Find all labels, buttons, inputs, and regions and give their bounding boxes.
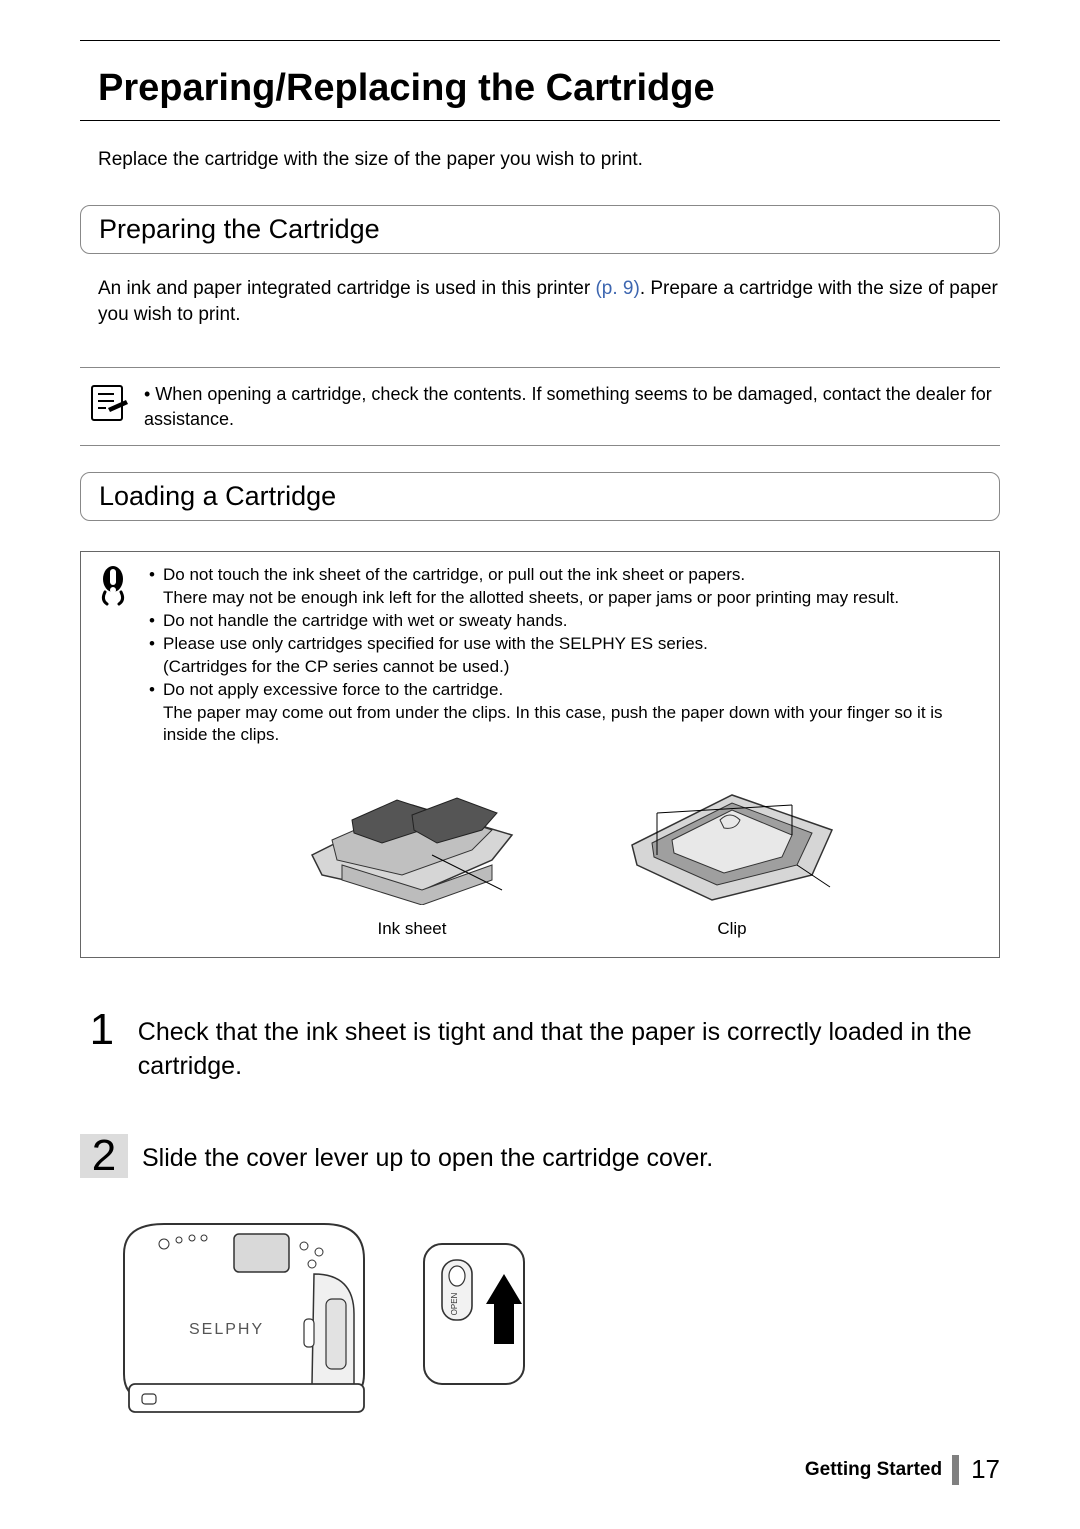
- caution-item: Do not handle the cartridge with wet or …: [149, 610, 985, 633]
- caution-icon: [95, 566, 131, 606]
- step-1: 1 Check that the ink sheet is tight and …: [80, 1008, 1000, 1084]
- caution-sub: There may not be enough ink left for the…: [149, 587, 985, 610]
- figure-label-ink-sheet: Ink sheet: [282, 918, 542, 941]
- page-footer: Getting Started 17: [805, 1454, 1000, 1485]
- step-2: 2 Slide the cover lever up to open the c…: [80, 1134, 1000, 1178]
- caution-sub: (Cartridges for the CP series cannot be …: [149, 656, 985, 679]
- printer-figure: SELPHY OPEN: [94, 1204, 534, 1424]
- step-text: Slide the cover lever up to open the car…: [142, 1134, 713, 1176]
- caution-item: Do not touch the ink sheet of the cartri…: [149, 564, 985, 587]
- svg-text:OPEN: OPEN: [450, 1292, 459, 1315]
- step-number: 2: [80, 1134, 128, 1178]
- page-title: Preparing/Replacing the Cartridge: [80, 61, 1000, 121]
- section-preparing-heading: Preparing the Cartridge: [80, 205, 1000, 254]
- page-ref-link[interactable]: (p. 9): [595, 278, 639, 299]
- svg-text:SELPHY: SELPHY: [189, 1321, 264, 1338]
- caution-panel: Do not touch the ink sheet of the cartri…: [80, 551, 1000, 958]
- step-number: 1: [80, 1008, 124, 1052]
- caution-item: Do not apply excessive force to the cart…: [149, 679, 985, 702]
- footer-divider: [952, 1455, 959, 1485]
- caution-item: Please use only cartridges specified for…: [149, 633, 985, 656]
- footer-section-label: Getting Started: [805, 1459, 942, 1481]
- section-loading-heading: Loading a Cartridge: [80, 472, 1000, 521]
- footer-page-number: 17: [971, 1454, 1000, 1485]
- caution-sub: The paper may come out from under the cl…: [149, 702, 985, 748]
- intro-text: Replace the cartridge with the size of t…: [98, 149, 1000, 171]
- step-text: Check that the ink sheet is tight and th…: [138, 1008, 1000, 1084]
- para-pre: An ink and paper integrated cartridge is…: [98, 278, 595, 299]
- note-box: • When opening a cartridge, check the co…: [80, 367, 1000, 446]
- note-icon: [88, 382, 130, 424]
- figure-label-clip: Clip: [612, 918, 852, 941]
- note-text: • When opening a cartridge, check the co…: [144, 382, 992, 431]
- cartridge-clip-figure: [612, 765, 852, 905]
- section-preparing-para: An ink and paper integrated cartridge is…: [98, 276, 1000, 327]
- cartridge-ink-sheet-figure: [282, 765, 542, 905]
